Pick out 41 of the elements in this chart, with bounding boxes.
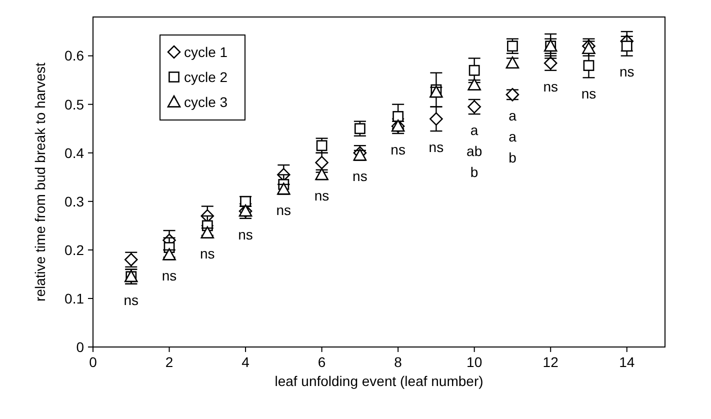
point — [354, 123, 366, 134]
annotation: ns — [124, 292, 139, 308]
x-tick-label: 12 — [542, 354, 559, 370]
annotation: a a b — [508, 107, 517, 166]
annotation: ns — [276, 202, 292, 218]
annotation: ns — [314, 187, 330, 204]
annotation: a ab b — [466, 122, 482, 180]
y-tick-label: 0.1 — [64, 290, 84, 306]
x-tick-label: 8 — [394, 354, 402, 370]
y-axis-title: relative time from bud break to harvest — [32, 62, 48, 302]
annotation: ns — [352, 168, 368, 184]
annotation: ns — [543, 78, 558, 94]
x-axis-title: leaf unfolding event (leaf number) — [274, 373, 484, 389]
point — [430, 112, 443, 126]
x-tick-label: 2 — [165, 354, 174, 370]
y-tick-label: 0 — [76, 338, 84, 355]
point — [507, 40, 518, 52]
legend-label: cycle 2 — [184, 68, 228, 85]
x-tick-label: 6 — [318, 354, 326, 370]
annotation: ns — [162, 268, 177, 284]
point — [468, 64, 480, 76]
legend-label: cycle 1 — [184, 44, 228, 60]
x-tick-label: 14 — [619, 354, 635, 370]
point — [583, 60, 594, 71]
annotation: ns — [619, 64, 634, 80]
legend-label: cycle 3 — [184, 94, 228, 110]
annotation: ns — [390, 141, 406, 158]
annotation: ns — [200, 246, 215, 262]
y-tick-label: 0.6 — [64, 48, 84, 64]
annotation: ns — [238, 226, 253, 242]
x-tick-label: 0 — [89, 354, 98, 370]
point — [621, 40, 632, 52]
y-tick-label: 0.2 — [64, 242, 84, 258]
x-tick-label: 10 — [466, 354, 482, 370]
x-tick-label: 4 — [242, 354, 250, 370]
y-tick-label: 0.5 — [64, 96, 84, 112]
annotation: ns — [428, 138, 444, 155]
y-tick-label: 0.3 — [64, 193, 84, 210]
y-tick-label: 0.4 — [64, 144, 84, 161]
annotation: ns — [581, 86, 596, 102]
point — [315, 156, 328, 170]
